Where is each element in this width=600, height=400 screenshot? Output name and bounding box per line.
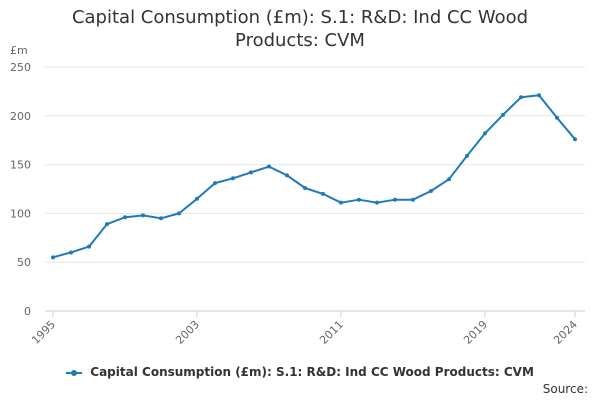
data-point-2001 (159, 216, 163, 221)
data-point-2023 (555, 115, 559, 120)
data-point-2011 (339, 200, 343, 205)
data-point-2020 (501, 112, 505, 117)
chart-title: Capital Consumption (£m): S.1: R&D: Ind … (0, 6, 600, 52)
y-tick-label-100: 100 (10, 207, 31, 220)
legend[interactable]: Capital Consumption (£m): S.1: R&D: Ind … (0, 365, 600, 379)
data-point-2014 (393, 197, 397, 202)
x-tick-label-2011: 2011 (317, 318, 346, 347)
chart-title-line-2: Products: CVM (235, 30, 365, 51)
x-tick-label-2024: 2024 (551, 318, 580, 347)
data-point-2013 (375, 200, 379, 205)
data-point-2021 (519, 95, 523, 100)
data-point-2018 (465, 153, 469, 158)
data-point-2008 (285, 173, 289, 178)
data-point-2003 (195, 196, 199, 201)
data-point-2012 (357, 197, 361, 202)
data-point-2010 (321, 191, 325, 196)
data-point-2004 (213, 181, 217, 186)
x-tick-label-2003: 2003 (173, 318, 202, 347)
y-tick-label-250: 250 (10, 61, 31, 74)
data-point-2005 (231, 176, 235, 181)
data-point-1997 (87, 244, 91, 249)
data-point-1996 (69, 250, 73, 255)
data-point-2007 (267, 164, 271, 169)
chart-title-line-1: Capital Consumption (£m): S.1: R&D: Ind … (71, 7, 529, 28)
data-point-1995 (51, 255, 55, 260)
legend-series-marker (66, 369, 83, 376)
source-label: Source: (542, 382, 588, 396)
y-tick-label-50: 50 (17, 256, 31, 269)
data-point-2024 (573, 137, 577, 142)
data-point-2019 (483, 131, 487, 136)
data-point-2017 (447, 177, 451, 182)
y-axis-unit-label: £m (10, 44, 28, 57)
legend-series-label: Capital Consumption (£m): S.1: R&D: Ind … (90, 365, 534, 379)
y-tick-label-200: 200 (10, 110, 31, 123)
data-point-2016 (429, 188, 433, 193)
data-point-2006 (249, 170, 253, 175)
data-point-2009 (303, 186, 307, 191)
data-point-2022 (537, 93, 541, 98)
y-tick-label-0: 0 (24, 305, 31, 318)
data-point-2015 (411, 197, 415, 202)
x-tick-label-2019: 2019 (461, 318, 490, 347)
data-point-1998 (105, 222, 109, 227)
data-point-1999 (123, 215, 127, 220)
series-line-0 (52, 94, 576, 259)
y-tick-label-150: 150 (10, 159, 31, 172)
x-tick-label-1995: 1995 (29, 318, 58, 347)
data-point-2000 (141, 213, 145, 218)
data-point-2002 (177, 211, 181, 216)
